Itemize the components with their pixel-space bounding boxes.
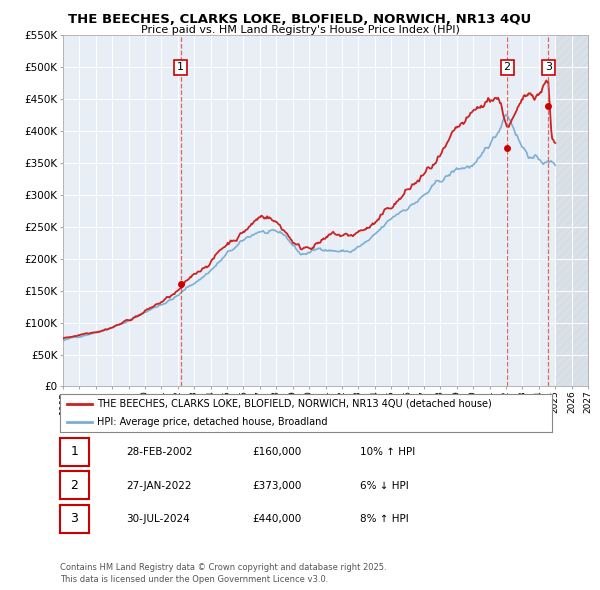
Text: 1: 1 bbox=[70, 445, 79, 458]
Text: 2: 2 bbox=[503, 63, 511, 73]
Text: 28-FEB-2002: 28-FEB-2002 bbox=[126, 447, 193, 457]
Text: 10% ↑ HPI: 10% ↑ HPI bbox=[360, 447, 415, 457]
Text: 1: 1 bbox=[177, 63, 184, 73]
Text: 2: 2 bbox=[70, 478, 79, 492]
Text: Price paid vs. HM Land Registry's House Price Index (HPI): Price paid vs. HM Land Registry's House … bbox=[140, 25, 460, 35]
Text: 3: 3 bbox=[545, 63, 552, 73]
Text: £160,000: £160,000 bbox=[252, 447, 301, 457]
Text: 8% ↑ HPI: 8% ↑ HPI bbox=[360, 514, 409, 525]
Text: THE BEECHES, CLARKS LOKE, BLOFIELD, NORWICH, NR13 4QU: THE BEECHES, CLARKS LOKE, BLOFIELD, NORW… bbox=[68, 13, 532, 26]
Text: HPI: Average price, detached house, Broadland: HPI: Average price, detached house, Broa… bbox=[97, 417, 328, 427]
Text: Contains HM Land Registry data © Crown copyright and database right 2025.
This d: Contains HM Land Registry data © Crown c… bbox=[60, 563, 386, 584]
Text: £373,000: £373,000 bbox=[252, 481, 301, 491]
Text: £440,000: £440,000 bbox=[252, 514, 301, 525]
Text: THE BEECHES, CLARKS LOKE, BLOFIELD, NORWICH, NR13 4QU (detached house): THE BEECHES, CLARKS LOKE, BLOFIELD, NORW… bbox=[97, 399, 491, 409]
Bar bbox=[555, 35, 588, 386]
Text: 27-JAN-2022: 27-JAN-2022 bbox=[126, 481, 191, 491]
Text: 30-JUL-2024: 30-JUL-2024 bbox=[126, 514, 190, 525]
Text: 6% ↓ HPI: 6% ↓ HPI bbox=[360, 481, 409, 491]
Text: 3: 3 bbox=[70, 512, 79, 526]
